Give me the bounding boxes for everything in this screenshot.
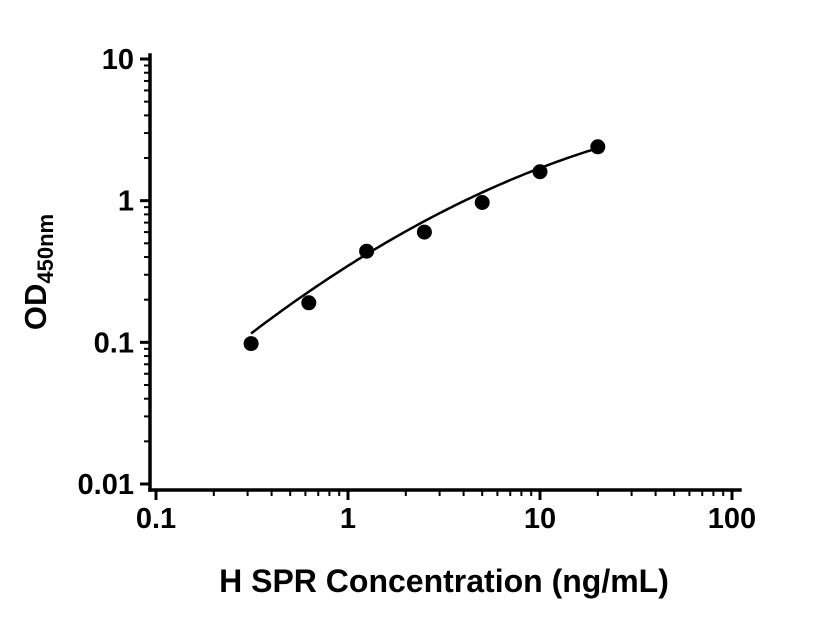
- data-point: [474, 195, 490, 210]
- tick-marks: [140, 57, 734, 500]
- y-axis-title-subscript: 450nm: [33, 214, 58, 284]
- y-tick-label: 0.1: [94, 327, 134, 359]
- data-point: [243, 336, 259, 352]
- x-tick-label: 100: [708, 503, 756, 535]
- y-tick-label: 1: [118, 186, 134, 218]
- x-tick-label: 1: [340, 503, 356, 535]
- x-tick-label: 10: [524, 503, 556, 535]
- data-point: [590, 139, 606, 155]
- y-axis-title: OD450nm: [18, 214, 58, 330]
- data-points: [243, 139, 606, 352]
- axes: [148, 53, 742, 492]
- data-point: [359, 243, 375, 259]
- y-tick-label: 0.01: [78, 469, 134, 501]
- data-point: [532, 164, 548, 180]
- y-tick-label: 10: [102, 44, 134, 76]
- data-point: [416, 224, 432, 240]
- x-tick-label: 0.1: [136, 503, 176, 535]
- data-point: [301, 295, 317, 311]
- x-axis-title: H SPR Concentration (ng/mL): [219, 563, 669, 599]
